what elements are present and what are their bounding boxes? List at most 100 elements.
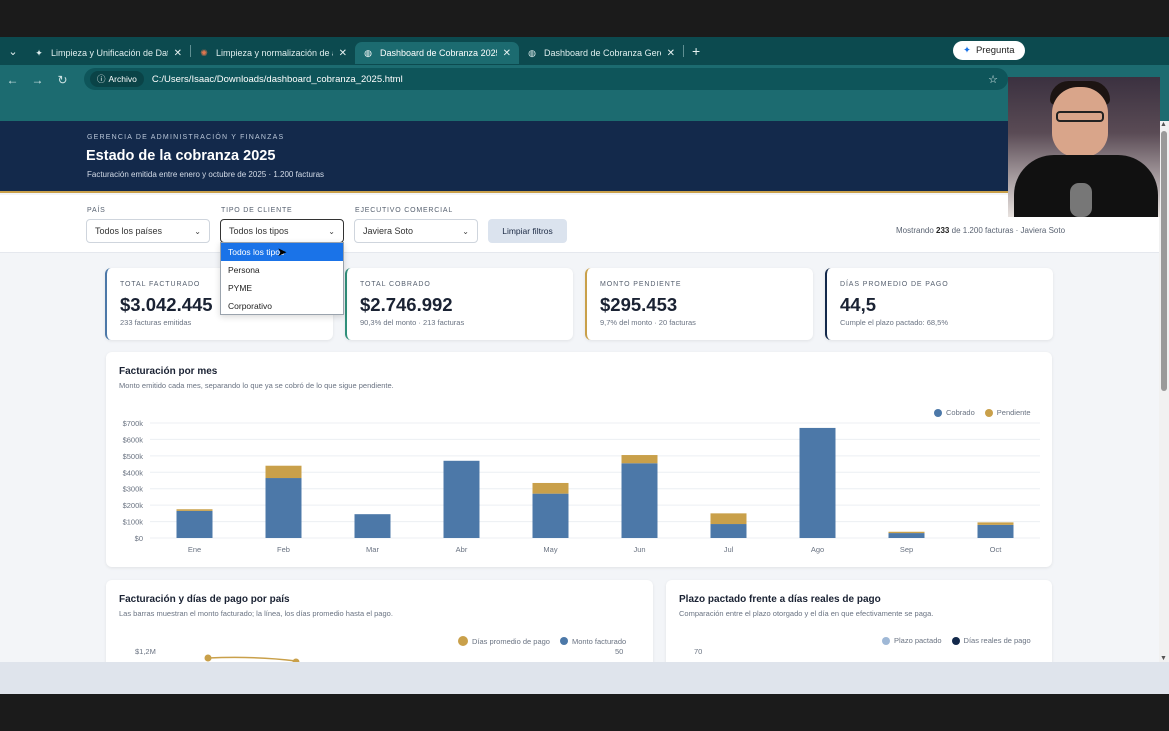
legend-label: Monto facturado <box>571 636 627 646</box>
dropdown-option-corporativo[interactable]: Corporativo <box>228 301 272 311</box>
showing-suffix: de 1.200 facturas · Javiera Soto <box>951 226 1066 235</box>
dias-legend-swatch <box>458 636 468 646</box>
close-icon[interactable]: ✕ <box>666 47 675 59</box>
tab-label: Limpieza y normalización de ar <box>216 48 333 58</box>
close-icon[interactable]: ✕ <box>173 47 182 59</box>
url-text[interactable]: C:/Users/Isaac/Downloads/dashboard_cobra… <box>151 73 403 85</box>
cobrado-bar <box>265 478 302 538</box>
reload-icon[interactable]: ↻ <box>57 72 68 87</box>
kpi-value: $3.042.445 <box>120 294 213 315</box>
pendiente-bar <box>977 522 1014 525</box>
pendiente-bar <box>532 482 569 494</box>
address-bar[interactable]: ⓘ Archivo C:/Users/Isaac/Downloads/dashb… <box>84 68 1008 90</box>
tab-dashboard-gerencia[interactable]: ◍ Dashboard de Cobranza Geren ✕ <box>519 42 683 64</box>
kpi-monto-pendiente: MONTO PENDIENTE $295.453 9,7% del monto … <box>585 268 813 340</box>
chart-legend: Cobrado Pendiente <box>934 408 1031 417</box>
y-tick-label: $100k <box>123 518 144 527</box>
sparkle-icon: ✦ <box>963 45 971 56</box>
dias-reales-legend-swatch <box>951 636 960 645</box>
tab-strip: ⌄ ✦ Limpieza y Unificación de Dato ✕ ✺ L… <box>0 37 1169 65</box>
browser-window: ⌄ ✦ Limpieza y Unificación de Dato ✕ ✺ L… <box>0 37 1169 694</box>
kpi-label: MONTO PENDIENTE <box>600 281 682 288</box>
x-tick-label: Ene <box>188 545 201 554</box>
dias-point <box>204 654 212 662</box>
pendiente-bar <box>621 455 658 464</box>
tab-separator <box>190 45 191 57</box>
x-tick-label: May <box>543 545 557 554</box>
kpi-subtext: 9,7% del monto · 20 facturas <box>600 318 696 327</box>
kpi-label: TOTAL FACTURADO <box>120 281 201 288</box>
chart-title: Facturación por mes <box>119 366 218 377</box>
tab-limpieza-unificacion[interactable]: ✦ Limpieza y Unificación de Dato ✕ <box>26 42 190 64</box>
tab-label: Limpieza y Unificación de Dato <box>51 48 168 58</box>
close-icon[interactable]: ✕ <box>338 47 347 59</box>
address-toolbar: ← → ↻ ⓘ Archivo C:/Users/Isaac/Downloads… <box>0 65 1169 94</box>
tipo-cliente-select[interactable]: Todos los tipos ⌄ <box>220 219 344 243</box>
cobrado-bar <box>621 463 658 538</box>
cobrado-bar <box>977 524 1014 538</box>
showing-count: 233 <box>936 226 950 235</box>
scroll-down-arrow-icon[interactable]: ▼ <box>1160 655 1167 662</box>
tab-dashboard-cobranza-active[interactable]: ◍ Dashboard de Cobranza 2025 ✕ <box>355 42 519 64</box>
pais-select[interactable]: Todos los países ⌄ <box>86 219 210 243</box>
bookmark-star-icon[interactable]: ☆ <box>988 73 998 86</box>
legend-label: Días promedio de pago <box>472 636 550 646</box>
presenter-glasses <box>1056 111 1104 122</box>
cobrado-bar <box>443 460 480 538</box>
tab-separator <box>683 45 684 57</box>
page-scrollbar[interactable]: ▲ ▼ <box>1159 121 1169 662</box>
legend-label: Cobrado <box>946 408 975 417</box>
forward-arrow-icon[interactable]: → <box>31 72 44 87</box>
kpi-label: TOTAL COBRADO <box>360 281 431 288</box>
ejecutivo-select[interactable]: Javiera Soto ⌄ <box>354 219 478 243</box>
y-axis-top-tick: 70 <box>694 647 703 656</box>
ejecutivo-select-value: Javiera Soto <box>363 226 414 236</box>
scroll-up-arrow-icon[interactable]: ▲ <box>1160 121 1167 128</box>
chart-title: Plazo pactado frente a días reales de pa… <box>679 594 881 605</box>
back-arrow-icon[interactable]: ← <box>6 72 19 87</box>
video-letterbox-bottom <box>0 694 1169 731</box>
scrollbar-thumb[interactable] <box>1161 131 1167 391</box>
y-axis-right-top-tick: 50 <box>615 647 624 656</box>
tab-label: Dashboard de Cobranza Geren <box>544 48 661 58</box>
cobrado-bar <box>888 533 925 538</box>
webcam-overlay <box>1008 77 1160 217</box>
monto-legend-swatch <box>559 637 568 645</box>
ask-gemini-button[interactable]: ✦ Pregunta <box>953 41 1025 60</box>
site-info-chip[interactable]: ⓘ Archivo <box>90 71 144 87</box>
dashboard-header: GERENCIA DE ADMINISTRACIÓN Y FINANZAS Es… <box>0 121 1159 193</box>
dropdown-option-todos[interactable]: Todos los tipos <box>221 243 343 261</box>
chevron-down-icon: ⌄ <box>462 226 469 236</box>
close-icon[interactable]: ✕ <box>502 47 511 59</box>
showing-prefix: Mostrando <box>896 226 934 235</box>
chart-legend: Plazo pactado Días reales de pago <box>882 636 1031 645</box>
page-viewport: GERENCIA DE ADMINISTRACIÓN Y FINANZAS Es… <box>0 121 1159 662</box>
info-icon: ⓘ <box>97 74 106 84</box>
new-tab-plus-icon[interactable]: + <box>692 43 701 59</box>
tab-limpieza-normalizacion[interactable]: ✺ Limpieza y normalización de ar ✕ <box>191 42 355 64</box>
terms-vs-actual-card: Plazo pactado frente a días reales de pa… <box>666 580 1052 662</box>
tab-search-chevron-icon[interactable]: ⌄ <box>8 45 18 58</box>
x-tick-label: Jun <box>633 545 645 554</box>
ejecutivo-filter-label: EJECUTIVO COMERCIAL <box>355 207 454 214</box>
chevron-down-icon: ⌄ <box>328 226 335 236</box>
dias-line <box>207 656 297 662</box>
site-info-label: Archivo <box>108 74 137 84</box>
y-axis-left-top-tick: $1,2M <box>135 647 156 656</box>
dropdown-option-persona[interactable]: Persona <box>228 265 260 275</box>
x-tick-label: Mar <box>366 545 379 554</box>
tipo-select-value: Todos los tipos <box>229 226 289 236</box>
clear-filters-button[interactable]: Limpiar filtros <box>488 219 567 243</box>
kpi-label: DÍAS PROMEDIO DE PAGO <box>840 281 949 288</box>
chevron-down-icon: ⌄ <box>194 226 201 236</box>
dropdown-option-pyme[interactable]: PYME <box>228 283 253 293</box>
pendiente-bar <box>710 513 747 525</box>
pendiente-bar <box>265 465 302 479</box>
presenter-face <box>1052 87 1108 157</box>
x-tick-label: Sep <box>900 545 913 554</box>
pais-select-value: Todos los países <box>95 226 163 236</box>
tab-label: Dashboard de Cobranza 2025 <box>380 48 497 58</box>
x-tick-label: Abr <box>456 545 468 554</box>
sparkle-icon: ✦ <box>35 48 43 58</box>
header-kicker: GERENCIA DE ADMINISTRACIÓN Y FINANZAS <box>87 134 285 141</box>
